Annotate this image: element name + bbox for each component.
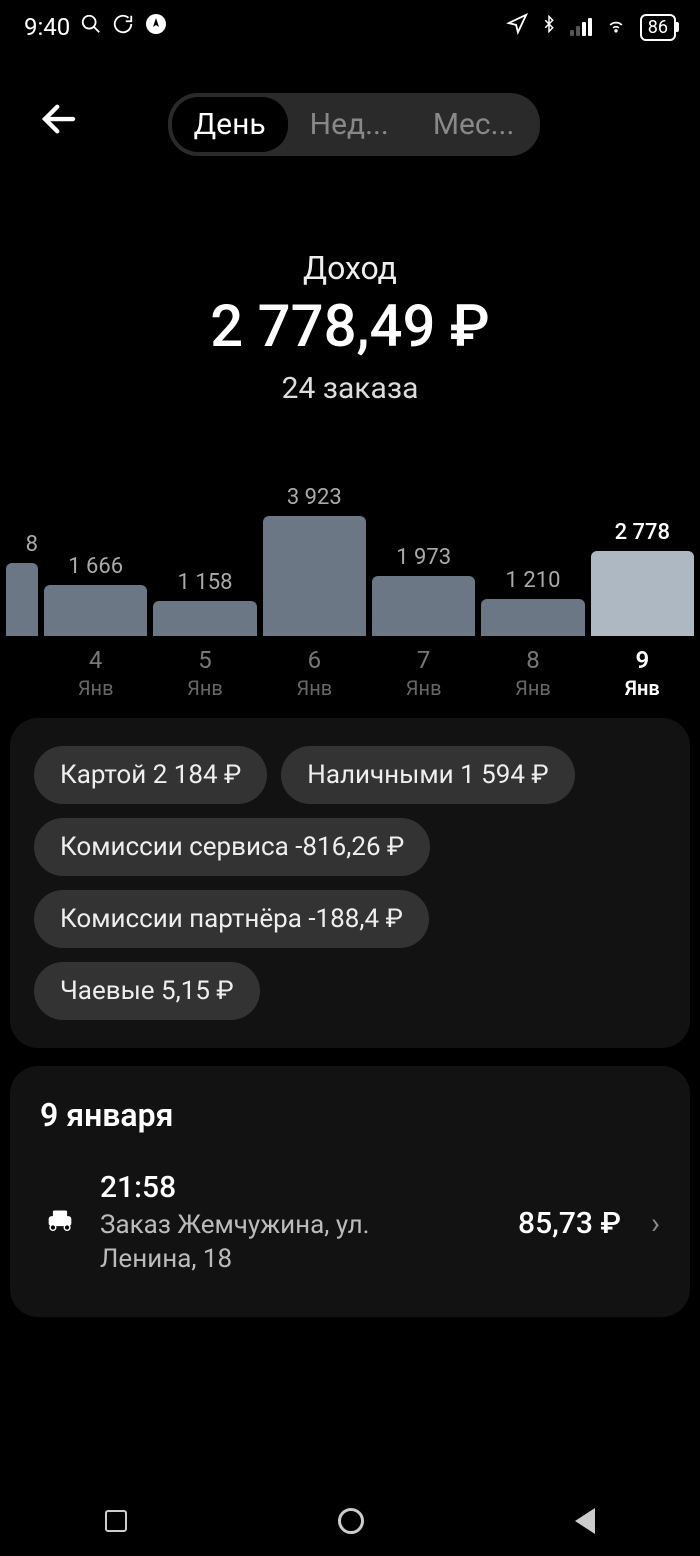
axis-month: Янв [44, 676, 147, 700]
bar-value-label: 3 923 [287, 485, 342, 510]
battery-level: 86 [648, 17, 668, 38]
android-navbar [0, 1486, 700, 1556]
bar-value-label: 1 210 [506, 568, 561, 593]
battery-indicator: 86 [640, 14, 676, 41]
earnings-chart: 81 6661 1583 9231 9731 2102 778 4Янв5Янв… [0, 476, 700, 700]
chart-bar[interactable]: 1 158 [153, 570, 256, 636]
bar-value-label: 1 158 [178, 570, 233, 595]
axis-label: 7Янв [372, 646, 475, 700]
nav-back-icon[interactable] [575, 1508, 595, 1534]
axis-day: 5 [153, 646, 256, 674]
chart-bar[interactable]: 1 666 [44, 554, 147, 636]
location-icon [506, 13, 528, 41]
orders-list: 21:58 Заказ Жемчужина, ул. Ленина, 18 85,7… [10, 1150, 690, 1297]
signal-icon [570, 18, 592, 36]
order-address: Заказ Жемчужина, ул. Ленина, 18 [100, 1209, 420, 1277]
order-price: 85,73 ₽ [518, 1206, 621, 1241]
refresh-icon [112, 13, 134, 41]
status-right: 86 [506, 12, 676, 42]
bar-value-label: 1 973 [396, 545, 451, 570]
wifi-icon [604, 13, 628, 41]
orders-card: 9 января 21:58 Заказ Жемчужина, ул. Ленин… [10, 1066, 690, 1317]
tab-day[interactable]: День [172, 97, 288, 152]
order-info: 21:58 Заказ Жемчужина, ул. Ленина, 18 [100, 1170, 498, 1277]
back-button[interactable] [30, 90, 88, 159]
bar-rect [153, 601, 256, 636]
bar-rect [481, 599, 584, 636]
bar-value-label: 2 778 [615, 520, 670, 545]
axis-day: 4 [44, 646, 147, 674]
bluetooth-icon [540, 12, 558, 42]
axis-day: 6 [263, 646, 366, 674]
breakdown-chip[interactable]: Комиссии партнёра -188,4 ₽ [34, 890, 429, 948]
axis-label: 6Янв [263, 646, 366, 700]
bar-rect [6, 563, 38, 636]
bar-rect [372, 576, 475, 636]
breakdown-chip[interactable]: Наличными 1 594 ₽ [281, 746, 574, 804]
bar-rect [44, 585, 147, 636]
breakdown-chip[interactable]: Комиссии сервиса -816,26 ₽ [34, 818, 430, 876]
app-header: День Нед... Мес... [0, 50, 700, 179]
income-amount: 2 778,49 ₽ [0, 293, 700, 361]
chart-bars-container: 8 1 666 1 158 3 923 1 973 1 210 2 778 [6, 476, 694, 636]
tab-month[interactable]: Мес... [411, 97, 537, 152]
axis-day: 7 [372, 646, 475, 674]
orders-date-label: 9 января [10, 1066, 690, 1150]
income-summary: Доход 2 778,49 ₽ 24 заказа [0, 249, 700, 406]
breakdown-chip[interactable]: Картой 2 184 ₽ [34, 746, 267, 804]
tab-week[interactable]: Нед... [288, 97, 411, 152]
chart-bar[interactable]: 2 778 [591, 520, 694, 636]
axis-month: Янв [263, 676, 366, 700]
taxi-icon [40, 1202, 80, 1244]
bar-value-label: 1 666 [68, 554, 123, 579]
axis-month: Янв [372, 676, 475, 700]
axis-label: 5Янв [153, 646, 256, 700]
period-segmented-control: День Нед... Мес... [168, 93, 541, 156]
chevron-right-icon: › [651, 1206, 660, 1241]
chart-bar[interactable]: 1 973 [372, 545, 475, 636]
axis-month: Янв [591, 676, 694, 700]
status-bar: 9:40 86 [0, 0, 700, 50]
chart-bar[interactable]: 3 923 [263, 485, 366, 636]
bar-value-label: 8 [26, 532, 38, 557]
income-orders: 24 заказа [0, 371, 700, 406]
breakdown-card: Картой 2 184 ₽Наличными 1 594 ₽ Комиссии … [10, 718, 690, 1048]
axis-label: 9Янв [591, 646, 694, 700]
order-row[interactable]: 21:58 Заказ Жемчужина, ул. Ленина, 18 85,7… [10, 1150, 690, 1297]
axis-month: Янв [153, 676, 256, 700]
axis-month: Янв [481, 676, 584, 700]
search-icon [80, 13, 102, 41]
bar-rect [263, 516, 366, 636]
status-left: 9:40 [24, 12, 168, 42]
nav-home-icon[interactable] [338, 1508, 364, 1534]
status-time: 9:40 [24, 13, 70, 41]
axis-day: 8 [481, 646, 584, 674]
order-time: 21:58 [100, 1170, 498, 1205]
axis-label: 4Янв [44, 646, 147, 700]
axis-day: 9 [591, 646, 694, 674]
compass-icon [144, 12, 168, 42]
chips-container: Картой 2 184 ₽Наличными 1 594 ₽ Комиссии … [34, 746, 666, 1020]
breakdown-chip[interactable]: Чаевые 5,15 ₽ [34, 962, 260, 1020]
chart-bar[interactable]: 1 210 [481, 568, 584, 636]
nav-recent-icon[interactable] [105, 1510, 127, 1532]
axis-label [6, 646, 38, 700]
bar-rect [591, 551, 694, 636]
chart-bar[interactable]: 8 [6, 532, 38, 636]
axis-label: 8Янв [481, 646, 584, 700]
income-label: Доход [0, 249, 700, 287]
chart-axis-container: 4Янв5Янв6Янв7Янв8Янв9Янв [6, 646, 694, 700]
